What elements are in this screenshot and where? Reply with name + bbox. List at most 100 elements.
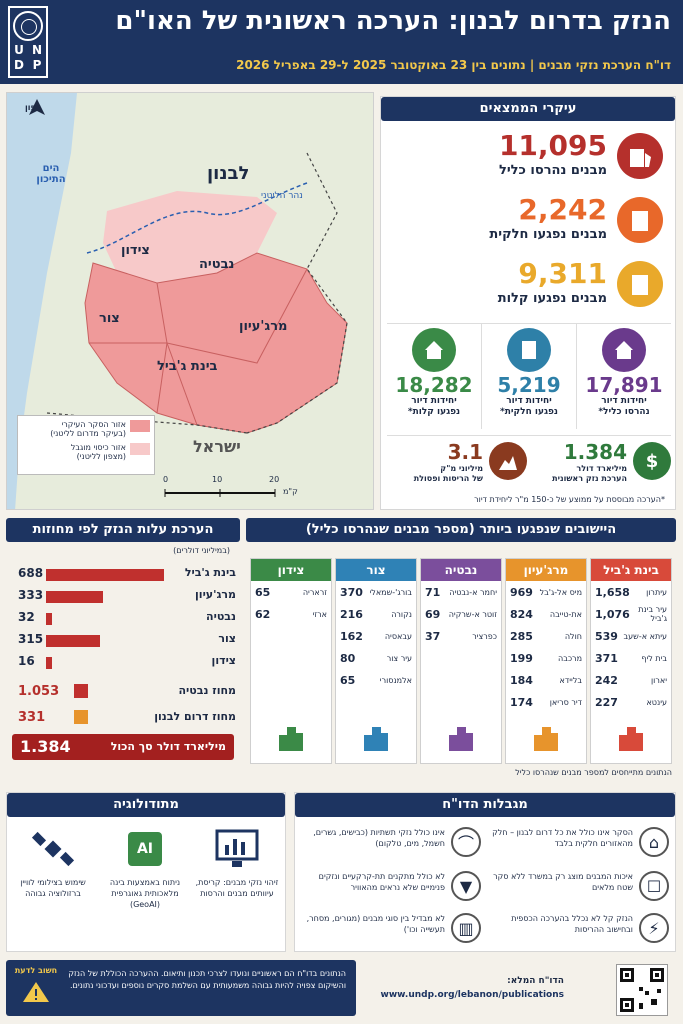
settlement-row: בורג'-שמאלי 370 xyxy=(336,581,416,603)
settlement-column-header: נבטיה xyxy=(421,559,501,581)
cost-row-label: נבטיה xyxy=(206,610,236,623)
cost-row: 688 בינת ג'ביל xyxy=(6,564,240,584)
settlement-row: בליידא 184 xyxy=(506,669,586,691)
limitation-infrastructure: ⌒ אינו כולל נזקי תשתיות (כבישים, גשרים, ח… xyxy=(295,827,481,867)
units-destroyed: 17,891 יחידות דיור נהרסו כליל* xyxy=(576,324,671,429)
settlement-column-header: צידון xyxy=(251,559,331,581)
rubble-and-cost-row: 3.1 מיליוני מ"ק של הריסות ופסולת $ 1.384 … xyxy=(387,435,671,491)
north-label: צפון xyxy=(25,103,41,112)
settlement-name: בית ליף xyxy=(641,653,667,663)
settlement-value: 71 xyxy=(425,585,441,599)
limitation-quality: ☐ איכות המבנים מוצג רק במשרד ללא סקר שטח … xyxy=(483,871,669,911)
district-label-sidon: צידון xyxy=(121,243,150,258)
settlement-name: בורג'-שמאלי xyxy=(369,587,413,597)
bridge-icon: ⌒ xyxy=(451,827,481,857)
settlement-name: זראריה xyxy=(302,587,327,597)
cost-value: 1.384 xyxy=(563,440,627,464)
settlement-value: 174 xyxy=(510,695,533,709)
map-legend: אזור הסקר העיקרי (בעיקר מדרום לליטני) אזו… xyxy=(17,415,155,475)
money-bag-icon: $ xyxy=(633,442,671,480)
rubble-icon xyxy=(489,442,527,480)
cost-row-value: 32 xyxy=(18,610,35,624)
settlement-row: עיתא א-שעב 539 xyxy=(591,625,671,647)
limitation-coverage: ⌂ הסקר אינו כולל את כל דרום לבנון – חלק מ… xyxy=(483,827,669,867)
settlement-name: מרכבה xyxy=(557,653,582,663)
units-destroyed-line2: נהרסו כליל* xyxy=(598,407,650,417)
buildings-icon xyxy=(532,725,560,755)
legend-label-main: אזור הסקר העיקרי xyxy=(61,420,126,429)
settlement-column: צור בורג'-שמאלי 370 נקורה 216 עבאסיה 162 עיר צו… xyxy=(335,558,417,764)
cost-row-label: צידון xyxy=(211,654,236,667)
legend-item-main: אזור הסקר העיקרי (בעיקר מדרום לליטני) xyxy=(22,420,150,438)
settlement-value: 1,658 xyxy=(595,585,630,599)
limitations-panel: מגבלות הדו"ח ⌂ הסקר אינו כולל את כל דרום … xyxy=(294,792,676,952)
cost-row-value: 688 xyxy=(18,566,44,580)
settlement-row: זוטר א-שרקיה 69 xyxy=(421,603,501,625)
settlement-name: עיר צור xyxy=(386,653,412,663)
logo-letter: D xyxy=(14,58,24,72)
cost-stat: $ 1.384 מיליארד דולר הערכת נזק ראשונית xyxy=(531,440,671,490)
key-findings-title: עיקרי הממצאים xyxy=(381,97,675,121)
total-south-value: 331 xyxy=(18,710,46,725)
limitation-quality-text: איכות המבנים מוצג רק במשרד ללא סקר שטח מ… xyxy=(493,872,633,892)
settlement-name: יארון xyxy=(650,675,667,685)
limitation-underground: ▼ לא כולל מתקנים תת-קרקעיים ונזקים פנימיי… xyxy=(295,871,481,911)
settlement-value: 824 xyxy=(510,607,533,621)
full-report-link[interactable]: www.undp.org/lebanon/publications xyxy=(380,990,564,1000)
light-buildings-value: 9,311 xyxy=(518,257,607,290)
settlements-title: היישובים שנפגעו ביותר (מספר מבנים שנהרסו… xyxy=(246,518,676,542)
limitation-light-damage-text: הנזק קל לא נכלל בהערכה הכספית ובחישוב הה… xyxy=(511,914,633,934)
partial-buildings-value: 2,242 xyxy=(518,193,607,226)
settlement-value: 216 xyxy=(340,607,363,621)
units-partial: 5,219 יחידות דיור נפגעו חלקית* xyxy=(481,324,576,429)
cost-bar xyxy=(46,657,52,669)
qr-code[interactable] xyxy=(616,964,668,1016)
light-buildings-label: מבנים נפגעו קלות xyxy=(497,291,607,306)
cost-bar xyxy=(46,569,164,581)
settlement-value: 969 xyxy=(510,585,533,599)
house-icon xyxy=(412,328,456,372)
limitations-title: מגבלות הדו"ח xyxy=(295,793,675,817)
warning-icon xyxy=(14,980,58,1008)
cost-row-label: מרג'עיון xyxy=(195,588,236,601)
limitation-infrastructure-text: אינו כולל נזקי תשתיות (כבישים, גשרים, חש… xyxy=(313,828,445,848)
cost-row: 32 נבטיה xyxy=(6,608,240,628)
cost-row: 333 מרג'עיון xyxy=(6,586,240,606)
method-item-satellite: שימוש בצילומי לוויין ברזולוציה גבוהה xyxy=(9,827,97,899)
page-subtitle: דו"ח הערכת נזקי מבנים | נתונים בין 23 בא… xyxy=(236,58,671,72)
legend-label-limited: אזור כיסוי מוגבל xyxy=(70,443,126,452)
settlement-column: בינת ג'ביל עיתרון 1,658 עיר בינת ג'ביל 1,076… xyxy=(590,558,672,764)
settlement-row: דיר סריאן 174 xyxy=(506,691,586,713)
units-light-value: 18,282 xyxy=(395,373,473,397)
destroyed-buildings-value: 11,095 xyxy=(498,129,607,162)
settlement-column-header: מרג'עיון xyxy=(506,559,586,581)
settlement-row: חולה 285 xyxy=(506,625,586,647)
cracked-wall-icon: ⚡ xyxy=(639,913,669,943)
destroyed-building-icon xyxy=(617,133,663,179)
method-item-geoai: AI ניתוח באמצעות בינה מלאכותית גאוגרפית … xyxy=(101,827,189,910)
limitation-building-types-text: לא מבדיל בין סוגי מבנים (מגורים, מסחר, ת… xyxy=(306,914,445,934)
underground-icon: ▼ xyxy=(451,871,481,901)
scale-unit: ק"מ xyxy=(283,487,298,496)
limitation-light-damage: ⚡ הנזק קל לא נכלל בהערכה הכספית ובחישוב ה… xyxy=(483,913,669,953)
important-note: חשוב לדעת הנתונים בדו"ח הם ראשוניים ונוע… xyxy=(6,960,356,1016)
district-label-tyre: צור xyxy=(99,311,120,326)
settlement-value: 371 xyxy=(595,651,618,665)
district-label-bint-jbeil: בינת ג'ביל xyxy=(157,359,218,374)
settlement-row: יחמר א-נבטיה 71 xyxy=(421,581,501,603)
israel-label: ישראל xyxy=(193,437,241,456)
settlement-column-header: צור xyxy=(336,559,416,581)
qr-code-icon xyxy=(620,968,664,1012)
total-south-label: מחוז דרום לבנון xyxy=(154,710,236,723)
clipboard-icon: ☐ xyxy=(639,871,669,901)
settlement-value: 370 xyxy=(340,585,363,599)
rubble-stat: 3.1 מיליוני מ"ק של הריסות ופסולת xyxy=(387,440,527,490)
logo-letter: N xyxy=(31,43,43,57)
housing-footnote: *הערכה מבוססת על ממוצע של כ-150 מ"ר ליחי… xyxy=(474,495,665,504)
full-report: הדו"ח המלא: www.undp.org/lebanon/publica… xyxy=(380,976,564,1000)
legend-swatch-main xyxy=(130,420,150,432)
settlement-name: זוטר א-שרקיה xyxy=(448,609,497,619)
settlement-value: 285 xyxy=(510,629,533,643)
partial-buildings-label: מבנים נפגעו חלקית xyxy=(489,227,607,242)
